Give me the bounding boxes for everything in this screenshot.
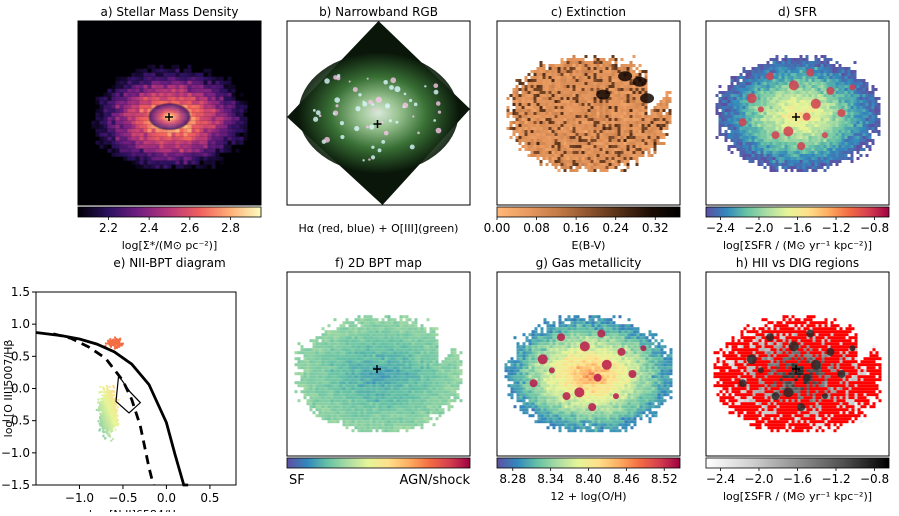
title-c: c) Extinction bbox=[551, 5, 626, 19]
colorbar-ticklabel-a: 2.8 bbox=[221, 221, 240, 235]
colorbar-ticklabel-d: −2.4 bbox=[706, 221, 735, 235]
colorbar-ticklabel-d: −0.8 bbox=[860, 221, 889, 235]
colorbar-h bbox=[706, 458, 889, 468]
colorbar-f-left: SF bbox=[289, 473, 305, 488]
bpt-xticklabel: −1.0 bbox=[65, 491, 94, 505]
colorbar-ticklabel-g: 8.52 bbox=[651, 472, 678, 486]
colorbar-f bbox=[287, 458, 470, 468]
colorbar-ticklabel-g: 8.34 bbox=[537, 472, 564, 486]
colorbar-ticklabel-c: 0.00 bbox=[484, 221, 511, 235]
title-g: g) Gas metallicity bbox=[536, 256, 642, 270]
colorbar-label-g: 12 + log(O/H) bbox=[550, 490, 626, 503]
colorbar-label-h: log[ΣSFR / (M⊙ yr⁻¹ kpc⁻²)] bbox=[723, 490, 872, 503]
colorbar-ticklabel-c: 0.08 bbox=[523, 221, 550, 235]
title-f: f) 2D BPT map bbox=[335, 256, 422, 270]
colorbar-ticklabel-a: 2.2 bbox=[99, 221, 118, 235]
rgb-caption: Hα (red, blue) + O[III](green) bbox=[299, 222, 459, 235]
colorbar-ticklabel-g: 8.40 bbox=[575, 472, 602, 486]
bpt-xticklabel: −0.5 bbox=[108, 491, 137, 505]
colorbar-ticklabel-d: −1.6 bbox=[783, 221, 812, 235]
colorbar-ticklabel-a: 2.4 bbox=[140, 221, 159, 235]
bpt-ylabel: log [O III]5007/Hβ bbox=[2, 340, 15, 438]
rgb-galaxy bbox=[299, 53, 459, 173]
title-d: d) SFR bbox=[778, 5, 817, 19]
colorbar-label-a: log[Σ*/(M⊙ pc⁻²)] bbox=[122, 239, 218, 252]
bpt-xticklabel: 0.5 bbox=[200, 491, 219, 505]
bpt-xticklabel: 0.0 bbox=[157, 491, 176, 505]
colorbar-ticklabel-g: 8.46 bbox=[613, 472, 640, 486]
colorbar-ticklabel-h: −1.6 bbox=[783, 472, 812, 486]
colorbar-f-right: AGN/shock bbox=[400, 473, 471, 488]
bpt-yticklabel: 1.5 bbox=[11, 285, 30, 299]
colorbar-label-c: E(B-V) bbox=[572, 239, 606, 252]
bpt-axes bbox=[36, 292, 236, 485]
bpt-xlabel: log [N II]6584/Hα bbox=[89, 508, 183, 512]
colorbar-ticklabel-h: −0.8 bbox=[860, 472, 889, 486]
colorbar-ticklabel-g: 8.28 bbox=[499, 472, 526, 486]
bpt-yticklabel: 1.0 bbox=[11, 317, 30, 331]
colorbar-ticklabel-c: 0.32 bbox=[642, 221, 669, 235]
colorbar-ticklabel-c: 0.24 bbox=[602, 221, 629, 235]
colorbar-ticklabel-h: −1.2 bbox=[821, 472, 850, 486]
colorbar-ticklabel-a: 2.6 bbox=[180, 221, 199, 235]
title-a: a) Stellar Mass Density bbox=[101, 5, 239, 19]
title-b: b) Narrowband RGB bbox=[319, 5, 438, 19]
title-h: h) HII vs DIG regions bbox=[736, 256, 859, 270]
title-e: e) NII-BPT diagram bbox=[113, 256, 225, 270]
colorbar-ticklabel-d: −1.2 bbox=[821, 221, 850, 235]
colorbar-d bbox=[706, 207, 889, 217]
colorbar-ticklabel-c: 0.16 bbox=[563, 221, 590, 235]
colorbar-a bbox=[78, 207, 261, 217]
colorbar-ticklabel-d: −2.0 bbox=[744, 221, 773, 235]
bpt-yticklabel: −1.0 bbox=[1, 446, 30, 460]
colorbar-c bbox=[497, 207, 680, 217]
colorbar-g bbox=[497, 458, 680, 468]
colorbar-ticklabel-h: −2.0 bbox=[744, 472, 773, 486]
colorbar-label-d: log[ΣSFR / (M⊙ yr⁻¹ kpc⁻²)] bbox=[723, 239, 872, 252]
colorbar-ticklabel-h: −2.4 bbox=[706, 472, 735, 486]
bpt-yticklabel: −1.5 bbox=[1, 478, 30, 492]
